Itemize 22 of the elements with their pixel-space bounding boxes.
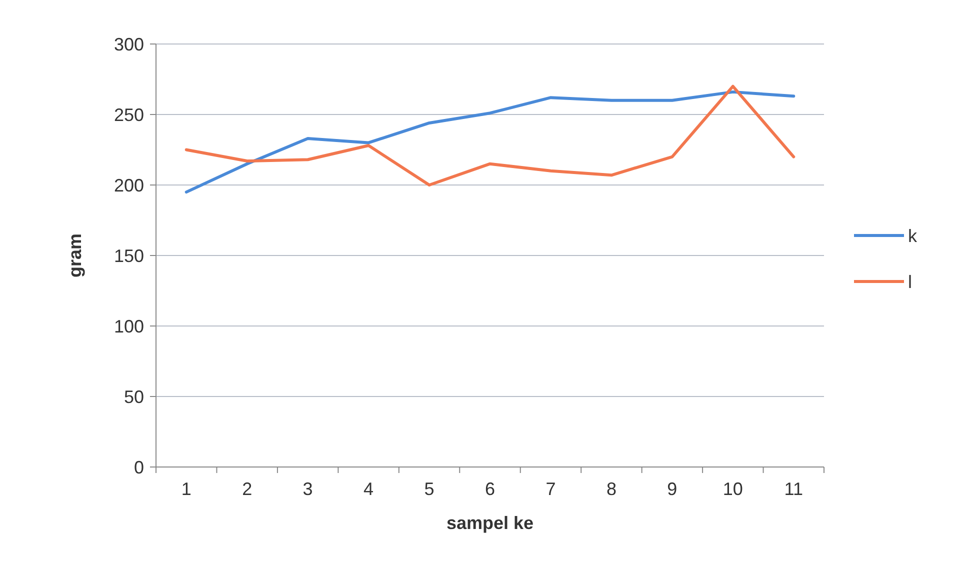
x-tick-label: 4 bbox=[364, 479, 374, 499]
x-tick-label: 6 bbox=[484, 479, 496, 499]
x-tick-label: 2 bbox=[242, 479, 252, 499]
x-tick-label: 3 bbox=[302, 479, 313, 499]
x-axis-title: sampel ke bbox=[446, 513, 534, 533]
x-tick-label: 11 bbox=[784, 479, 803, 499]
y-tick-label: 100 bbox=[114, 316, 144, 336]
x-tick-label: 5 bbox=[424, 479, 434, 499]
y-tick-label: 50 bbox=[124, 386, 144, 407]
x-tick-label: 10 bbox=[722, 479, 743, 499]
legend-label: k bbox=[908, 226, 918, 246]
y-axis-title: gram bbox=[65, 233, 85, 278]
y-tick-label: 250 bbox=[114, 104, 144, 125]
x-tick-label: 7 bbox=[546, 479, 556, 499]
x-tick-label: 1 bbox=[181, 479, 192, 499]
x-tick-label: 8 bbox=[606, 479, 616, 499]
y-tick-label: 150 bbox=[114, 246, 144, 266]
y-tick-label: 200 bbox=[114, 175, 144, 196]
y-tick-label: 300 bbox=[114, 34, 144, 54]
x-tick-label: 9 bbox=[667, 479, 678, 499]
legend-label: l bbox=[908, 272, 912, 292]
y-tick-label: 0 bbox=[134, 457, 144, 478]
